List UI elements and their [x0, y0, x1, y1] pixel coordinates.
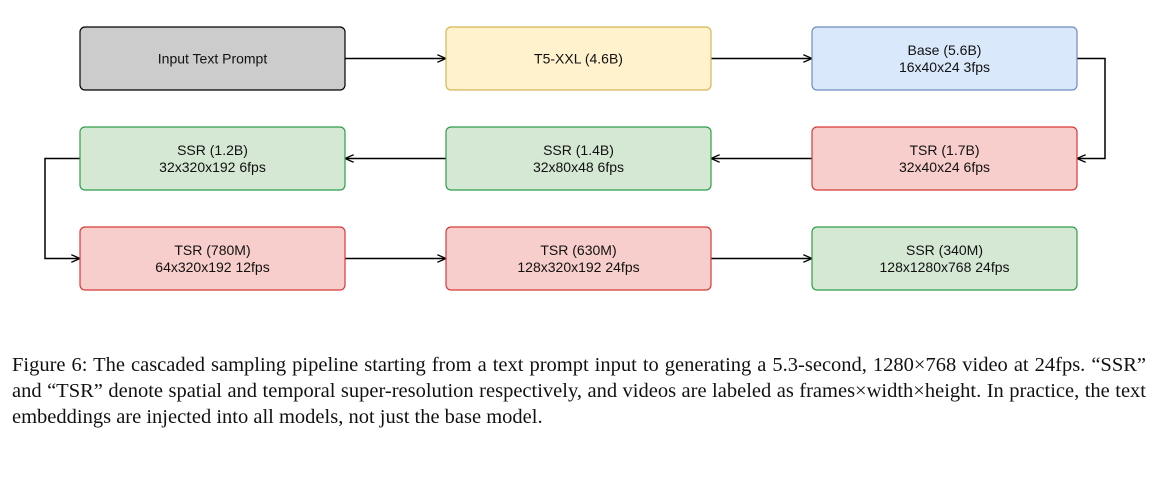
node-tsr2: TSR (780M)64x320x192 12fps [79, 226, 346, 291]
node-spec: 64x320x192 12fps [155, 259, 269, 275]
node-spec: 32x40x24 6fps [899, 159, 990, 175]
node-t5: T5-XXL (4.6B) [445, 26, 712, 91]
node-ssr1: SSR (1.4B)32x80x48 6fps [445, 126, 712, 191]
node-box [79, 126, 346, 191]
node-box [445, 26, 712, 91]
node-box [811, 226, 1078, 291]
node-title: SSR (1.2B) [177, 142, 248, 158]
nodes: Input Text Prompt T5-XXL (4.6B) Base (5.6B… [79, 26, 1078, 291]
node-base: Base (5.6B)16x40x24 3fps [811, 26, 1078, 91]
node-box [445, 226, 712, 291]
node-box [811, 26, 1078, 91]
node-title: TSR (1.7B) [909, 142, 979, 158]
node-spec: 128x1280x768 24fps [880, 259, 1010, 275]
figure-caption: Figure 6: The cascaded sampling pipeline… [12, 354, 1146, 428]
node-title: SSR (1.4B) [543, 142, 614, 158]
node-spec: 32x80x48 6fps [533, 159, 624, 175]
edge-base-to-tsr1 [1077, 57, 1106, 159]
pipeline-diagram: Input Text Prompt T5-XXL (4.6B) Base (5.6B… [44, 26, 1106, 291]
node-box [811, 126, 1078, 191]
node-box [445, 126, 712, 191]
node-title: T5-XXL (4.6B) [534, 51, 623, 67]
node-title: Input Text Prompt [158, 51, 268, 67]
node-spec: 32x320x192 6fps [159, 159, 266, 175]
node-spec: 16x40x24 3fps [899, 59, 990, 75]
node-title: TSR (780M) [174, 242, 250, 258]
node-input: Input Text Prompt [79, 26, 346, 91]
edges [44, 57, 1106, 259]
node-tsr1: TSR (1.7B)32x40x24 6fps [811, 126, 1078, 191]
node-box [79, 226, 346, 291]
node-ssr2: SSR (1.2B)32x320x192 6fps [79, 126, 346, 191]
node-box [79, 26, 346, 91]
node-spec: 128x320x192 24fps [517, 259, 639, 275]
node-title: Base (5.6B) [908, 42, 982, 58]
node-title: SSR (340M) [906, 242, 983, 258]
node-tsr3: TSR (630M)128x320x192 24fps [445, 226, 712, 291]
node-ssr3: SSR (340M)128x1280x768 24fps [811, 226, 1078, 291]
node-title: TSR (630M) [540, 242, 616, 258]
edge-ssr2-to-tsr2 [44, 157, 80, 259]
